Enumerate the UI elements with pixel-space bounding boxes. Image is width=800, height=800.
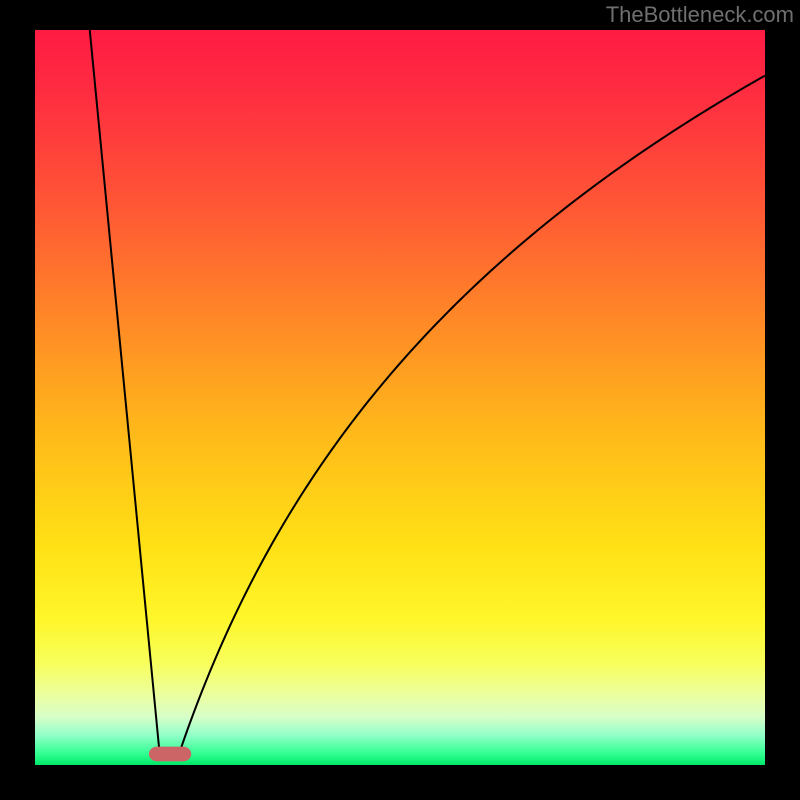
bottleneck-chart <box>0 0 800 800</box>
watermark-text: TheBottleneck.com <box>606 2 794 28</box>
chart-root: TheBottleneck.com <box>0 0 800 800</box>
